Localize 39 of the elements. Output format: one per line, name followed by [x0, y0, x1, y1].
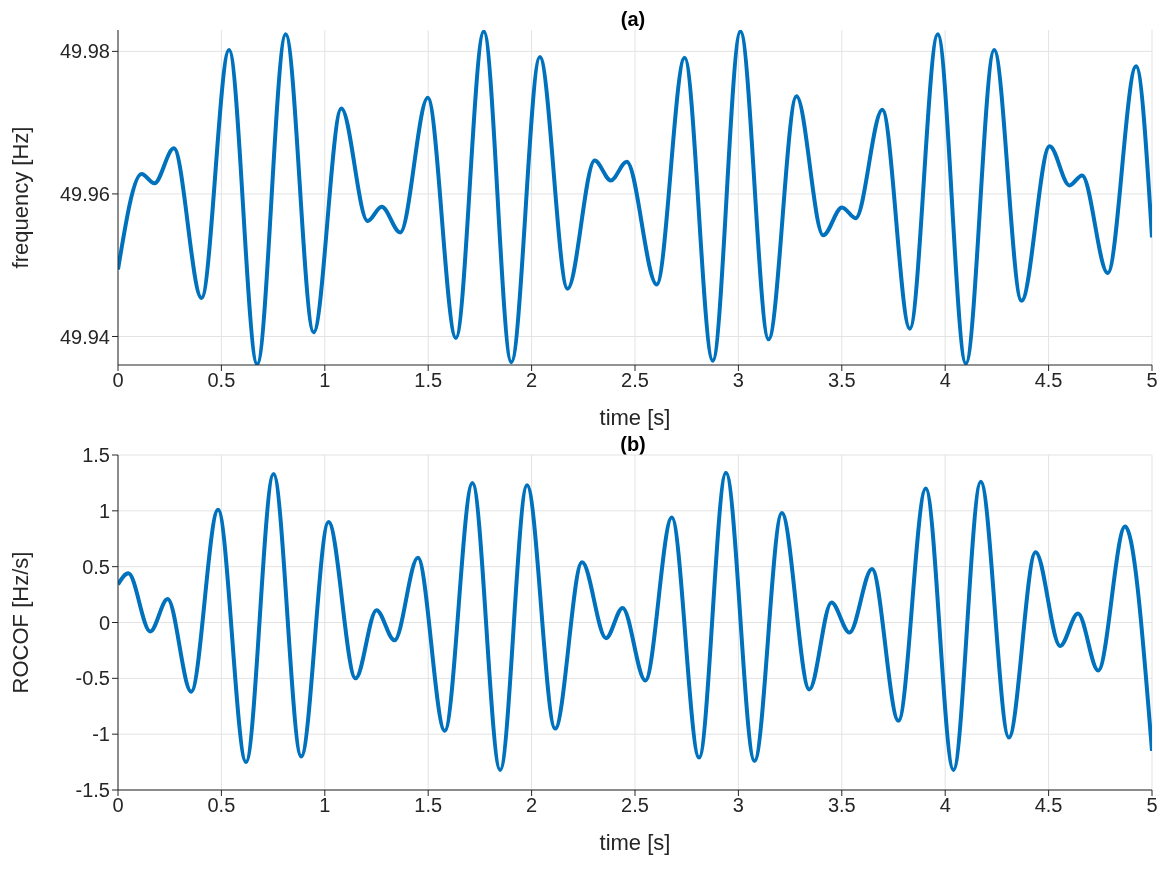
- x-tick-label: 2.5: [621, 794, 649, 817]
- y-tick-label: 0.5: [82, 555, 110, 578]
- y-axis-title: frequency [Hz]: [7, 126, 33, 269]
- x-tick-label: 3: [732, 369, 744, 392]
- x-tick-label: 5: [1146, 794, 1158, 817]
- chart-title: (a): [619, 8, 647, 31]
- x-tick-label: 3: [732, 794, 744, 817]
- x-tick-label: 4: [939, 369, 951, 392]
- x-tick-label: 2.5: [621, 369, 649, 392]
- y-axis-title: ROCOF [Hz/s]: [7, 551, 33, 694]
- x-tick-label: 1: [319, 369, 331, 392]
- chart-title: (b): [619, 433, 647, 456]
- x-tick-label: 2: [526, 794, 538, 817]
- x-axis-title: time [s]: [599, 830, 671, 855]
- y-tick-label: 49.98: [59, 40, 110, 63]
- x-tick-label: 5: [1146, 369, 1158, 392]
- x-tick-label: 3.5: [827, 369, 856, 392]
- x-tick-label: 0: [112, 369, 124, 392]
- y-tick-label: 49.96: [59, 183, 110, 206]
- y-tick-label: 49.94: [59, 325, 110, 348]
- x-tick-label: 3.5: [827, 794, 856, 817]
- x-tick-label: 2: [526, 369, 538, 392]
- x-tick-label: 4.5: [1034, 794, 1063, 817]
- y-tick-label: -1: [92, 723, 110, 746]
- x-tick-label: 1: [319, 794, 331, 817]
- x-tick-label: 0.5: [207, 369, 236, 392]
- x-tick-label: 1.5: [414, 369, 443, 392]
- x-tick-label: 0: [112, 794, 124, 817]
- y-tick-label: -1.5: [75, 779, 110, 802]
- x-tick-label: 4.5: [1034, 369, 1063, 392]
- y-tick-label: 1: [98, 499, 110, 522]
- y-tick-label: 0: [98, 611, 110, 634]
- x-tick-label: 1.5: [414, 794, 443, 817]
- y-tick-label: 1.5: [82, 444, 110, 467]
- line-series: [118, 470, 1152, 772]
- x-tick-label: 4: [939, 794, 951, 817]
- x-tick-label: 0.5: [207, 794, 236, 817]
- y-tick-label: -0.5: [75, 667, 110, 690]
- x-axis-title: time [s]: [599, 405, 671, 430]
